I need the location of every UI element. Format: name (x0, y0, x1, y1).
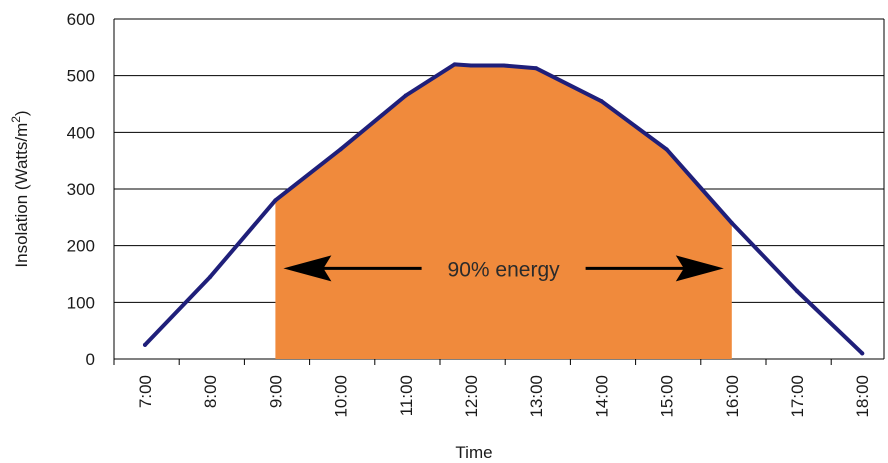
series-point (534, 66, 539, 71)
x-tick-label: 15:00 (658, 375, 677, 418)
y-tick-label: 100 (67, 293, 95, 312)
series-point (469, 63, 473, 68)
arrow-right-head (675, 255, 724, 282)
x-tick-label: 16:00 (723, 375, 742, 418)
arrow-left-head (283, 255, 332, 282)
x-tick-label: 11:00 (397, 375, 416, 416)
x-tick-label: 8:00 (201, 375, 220, 408)
y-tick-labels: 0 100 200 300 400 500 600 (67, 10, 95, 369)
x-tick-label: 13:00 (527, 375, 546, 418)
y-tick-label: 500 (67, 67, 95, 86)
series-point (860, 351, 865, 356)
x-tick-label: 17:00 (788, 375, 807, 418)
series-point (208, 274, 213, 279)
x-tick-label: 14:00 (592, 375, 611, 418)
series-point (273, 198, 278, 203)
series-point (338, 147, 343, 152)
y-axis-label: Insolation (Watts/m2) (9, 110, 31, 267)
x-axis-label: Time (455, 443, 492, 462)
y-tick-label: 300 (67, 180, 95, 199)
y-axis-label-close: ) (12, 110, 31, 116)
x-tick-label: 7:00 (136, 375, 155, 408)
x-tick-labels: 7:00 8:00 9:00 10:00 11:00 12:00 13:00 14:00 15:… (136, 375, 872, 418)
energy-label: 90% energy (448, 258, 561, 281)
energy-area-fill (275, 64, 732, 359)
y-tick-label: 400 (67, 123, 95, 142)
y-tick-label: 200 (67, 237, 95, 256)
series-point (501, 63, 506, 68)
energy-area (275, 64, 732, 359)
series-point (664, 147, 669, 152)
y-axis-label-superscript: 2 (9, 116, 23, 123)
x-tick-label: 10:00 (332, 375, 351, 418)
series-layer (143, 62, 865, 356)
energy-annotation: 90% energy (283, 255, 724, 282)
x-tick-label: 9:00 (266, 375, 285, 408)
series-line (143, 62, 865, 356)
y-tick-label: 600 (67, 10, 95, 29)
series-point (143, 342, 147, 347)
y-tick-label: 0 (86, 350, 95, 369)
x-tick-label: 12:00 (462, 375, 481, 418)
series-point (599, 99, 604, 104)
series-point (403, 93, 408, 98)
series-point (452, 62, 457, 67)
series-point (795, 289, 799, 293)
y-axis-label-text: Insolation (Watts/m (12, 123, 31, 268)
x-tick-label: 18:00 (853, 375, 872, 418)
series-point (729, 221, 734, 225)
